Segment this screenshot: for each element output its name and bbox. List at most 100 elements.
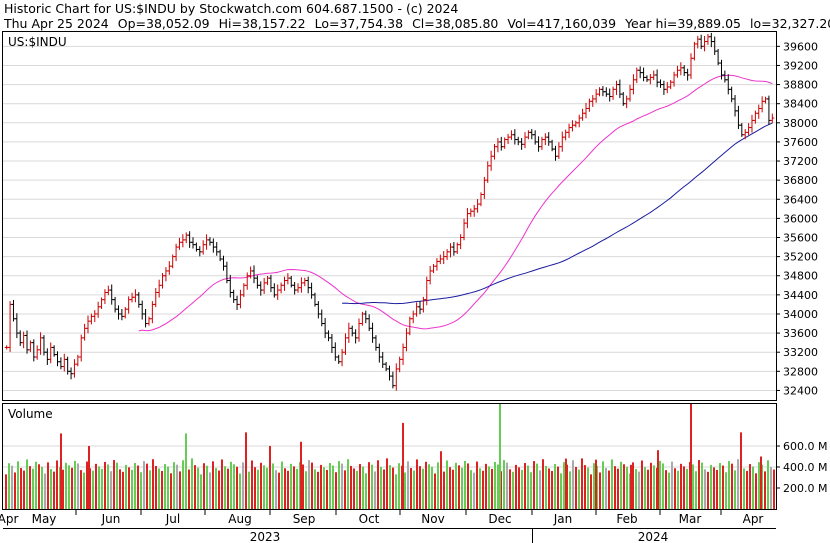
volume-bar: [572, 460, 574, 509]
symbol-label: US:$INDU: [8, 35, 67, 49]
volume-bar: [608, 470, 610, 509]
header-stat: lo=32,327.20: [750, 16, 830, 31]
volume-bar: [425, 461, 427, 509]
volume-bar: [137, 465, 139, 509]
volume-bar: [86, 461, 88, 509]
volume-bar: [263, 465, 265, 509]
volume-bar: [404, 472, 406, 509]
volume-bar: [410, 468, 412, 509]
volume-bar: [17, 461, 19, 509]
volume-bar: [686, 468, 688, 509]
chart-header-title: Historic Chart for US:$INDU by Stockwatc…: [4, 1, 459, 16]
volume-bar: [71, 467, 73, 509]
volume-bar: [602, 461, 604, 509]
year-label: 2024: [638, 530, 669, 543]
volume-tick-label: 200.0 M: [783, 482, 827, 495]
volume-bar: [29, 466, 31, 509]
volume-bar: [641, 460, 643, 509]
volume-bar: [116, 462, 118, 509]
price-tick-label: 33600: [783, 327, 818, 340]
volume-bar: [701, 462, 703, 509]
volume-bar: [632, 462, 634, 509]
price-tick-label: 38800: [783, 79, 818, 92]
volume-bar: [335, 472, 337, 509]
volume-bar: [347, 459, 349, 509]
volume-bar: [383, 469, 385, 509]
volume-bar: [449, 467, 451, 509]
volume-bar: [371, 464, 373, 509]
volume-bar: [758, 462, 760, 509]
header-stat: Thu Apr 25 2024: [4, 16, 109, 31]
price-tick-label: 35600: [783, 232, 818, 245]
moving-average-long: [342, 122, 773, 305]
volume-bar: [713, 467, 715, 509]
volume-bar: [446, 460, 448, 509]
volume-bar: [320, 464, 322, 509]
header-stat: Year hi=39,889.05: [625, 16, 742, 31]
volume-bar: [569, 471, 571, 509]
volume-bar: [287, 470, 289, 509]
volume-bar: [38, 464, 40, 509]
volume-bar: [590, 474, 592, 509]
volume-bar: [88, 446, 90, 509]
volume-bar: [140, 472, 142, 509]
volume-bar: [509, 469, 511, 509]
volume-bar: [281, 461, 283, 509]
volume-bar: [143, 461, 145, 509]
price-bars: [4, 32, 775, 391]
volume-bar: [185, 433, 187, 509]
volume-bar: [389, 465, 391, 509]
volume-bar: [200, 474, 202, 509]
volume-bar: [760, 456, 762, 509]
volume-bar: [488, 466, 490, 509]
price-tick-label: 39600: [783, 40, 818, 53]
volume-bar: [62, 469, 64, 509]
volume-bar: [518, 467, 520, 509]
price-tick-label: 32800: [783, 365, 818, 378]
volume-bar: [161, 470, 163, 509]
volume-bar: [665, 470, 667, 509]
volume-bar: [662, 463, 664, 509]
volume-bar: [533, 461, 535, 509]
volume-bar: [47, 462, 49, 509]
volume-bar: [704, 469, 706, 509]
price-tick-label: 38400: [783, 98, 818, 111]
volume-bar: [626, 466, 628, 509]
volume-bar: [452, 469, 454, 509]
volume-bar: [74, 460, 76, 509]
volume-bar: [773, 469, 775, 509]
volume-title: Volume: [8, 407, 53, 421]
volume-bar: [599, 472, 601, 509]
volume-bar: [560, 473, 562, 509]
price-tick-label: 36000: [783, 212, 818, 225]
month-label: Mar: [679, 512, 702, 526]
volume-bar: [308, 460, 310, 509]
volume-bar: [458, 465, 460, 509]
volume-bar: [170, 473, 172, 509]
volume-bar: [275, 470, 277, 509]
volume-bar: [557, 466, 559, 509]
volume-bar: [182, 460, 184, 509]
volume-bar: [104, 461, 106, 509]
volume-bar: [300, 441, 302, 509]
volume-bar: [146, 463, 148, 509]
volume-bar: [296, 468, 298, 509]
volume-bar: [98, 466, 100, 509]
volume-bar: [155, 465, 157, 509]
volume-bar: [437, 462, 439, 509]
volume-bar: [467, 463, 469, 509]
volume-bar: [83, 472, 85, 509]
volume-bar: [554, 464, 556, 509]
volume-bar: [506, 462, 508, 509]
volume-bar: [125, 464, 127, 509]
volume-bar: [485, 463, 487, 509]
volume-bar: [545, 465, 547, 509]
month-label: Sep: [293, 512, 316, 526]
volume-bar: [593, 463, 595, 509]
volume-bar: [482, 470, 484, 509]
volume-bar: [494, 461, 496, 509]
month-label: Jun: [101, 512, 121, 526]
volume-bar: [647, 469, 649, 509]
volume-bar: [35, 461, 37, 509]
volume-bar: [44, 473, 46, 509]
